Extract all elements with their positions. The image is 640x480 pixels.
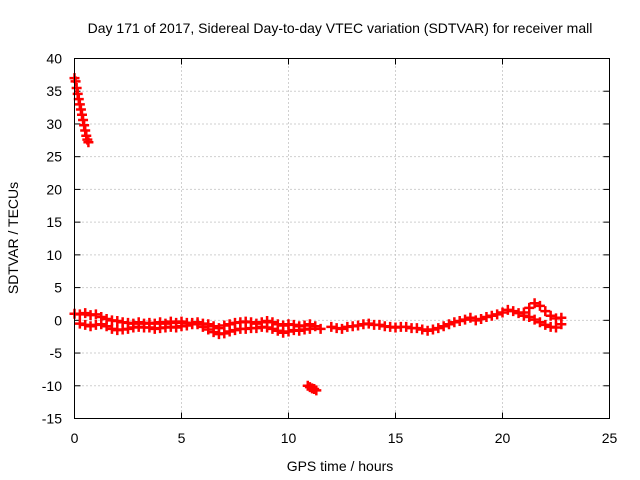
y-tick-label: 0 — [54, 312, 62, 328]
data-point — [310, 321, 321, 332]
data-point — [181, 320, 192, 331]
x-tick-label: 10 — [281, 430, 297, 446]
data-point — [311, 385, 322, 396]
y-tick-label: -15 — [42, 411, 62, 427]
data-point — [534, 300, 545, 311]
data-point — [444, 319, 454, 330]
y-tick-label: 15 — [46, 214, 62, 230]
data-point — [401, 321, 412, 332]
data-point — [417, 324, 428, 335]
y-tick-label: -10 — [42, 378, 62, 394]
y-tick-label: 10 — [46, 247, 62, 263]
x-axis-label: GPS time / hours — [287, 458, 394, 474]
data-point — [460, 314, 471, 325]
data-point — [438, 321, 449, 332]
data-point — [454, 315, 465, 326]
data-point — [144, 322, 155, 333]
data-point — [524, 302, 535, 313]
data-point — [90, 309, 101, 320]
data-point — [465, 312, 476, 323]
data-point — [219, 328, 230, 339]
y-tick-label: 25 — [46, 149, 62, 165]
data-point — [476, 314, 487, 325]
x-tick-label: 15 — [388, 430, 404, 446]
data-point — [123, 323, 133, 334]
data-point — [203, 324, 214, 335]
data-point — [470, 315, 481, 326]
y-tick-label: 40 — [46, 51, 62, 67]
data-point — [540, 306, 551, 317]
data-point — [492, 309, 503, 320]
data-point — [197, 321, 208, 332]
data-point — [315, 323, 326, 334]
data-point — [83, 137, 94, 148]
data-point — [85, 321, 96, 332]
y-axis-label: SDTVAR / TECUs — [5, 182, 21, 294]
plot-frame — [74, 58, 610, 419]
data-point — [262, 322, 273, 333]
data-point — [337, 323, 347, 334]
axis-ticks: 0 5 10 15 20 25 -15 -10 -5 0 5 10 15 20 25 30 35 40 — [42, 51, 618, 447]
data-point — [74, 318, 85, 329]
data-point — [427, 324, 438, 335]
data-point — [374, 319, 385, 330]
data-point — [192, 319, 203, 330]
data-point — [556, 319, 567, 330]
data-point — [80, 319, 91, 330]
data-point — [106, 323, 117, 334]
data-point — [534, 317, 545, 328]
data-point — [208, 327, 219, 338]
data-point — [272, 325, 283, 336]
grid — [74, 58, 610, 419]
y-tick-label: 35 — [46, 83, 62, 99]
x-tick-label: 5 — [178, 430, 186, 446]
data-point — [497, 307, 508, 318]
data-point — [278, 327, 289, 338]
data-point — [283, 326, 294, 337]
data-point — [96, 319, 107, 330]
data-point — [101, 321, 112, 332]
data-point — [304, 323, 315, 334]
data-point — [230, 325, 240, 336]
y-tick-label: 5 — [54, 280, 62, 296]
y-tick-label: -5 — [50, 345, 63, 361]
x-tick-label: 0 — [71, 430, 79, 446]
data-point — [502, 304, 513, 315]
data-point — [540, 319, 551, 330]
data-point — [529, 314, 540, 325]
data-point — [551, 322, 561, 333]
data-point — [449, 317, 460, 328]
data-point — [481, 312, 492, 323]
data-point — [112, 315, 123, 326]
data-point — [294, 325, 305, 336]
x-tick-label: 20 — [495, 430, 511, 446]
data-point — [224, 326, 235, 337]
data-point — [74, 309, 85, 320]
data-point — [80, 308, 91, 319]
data-point — [353, 320, 364, 331]
data-series — [69, 73, 567, 396]
y-tick-label: 30 — [46, 116, 62, 132]
data-point — [326, 321, 337, 332]
data-point — [171, 322, 182, 333]
chart-title: Day 171 of 2017, Sidereal Day-to-day VTE… — [88, 20, 593, 36]
data-point — [422, 325, 433, 336]
data-point — [518, 310, 529, 321]
data-point — [251, 323, 262, 334]
y-tick-label: 20 — [46, 181, 62, 197]
data-point — [524, 312, 535, 323]
data-point — [529, 298, 540, 309]
data-point — [267, 323, 278, 334]
data-point — [411, 323, 422, 334]
data-point — [433, 323, 444, 334]
data-point — [508, 306, 519, 317]
data-point — [486, 310, 497, 321]
data-point — [363, 318, 374, 329]
data-point — [545, 310, 556, 321]
x-tick-label: 25 — [602, 430, 618, 446]
